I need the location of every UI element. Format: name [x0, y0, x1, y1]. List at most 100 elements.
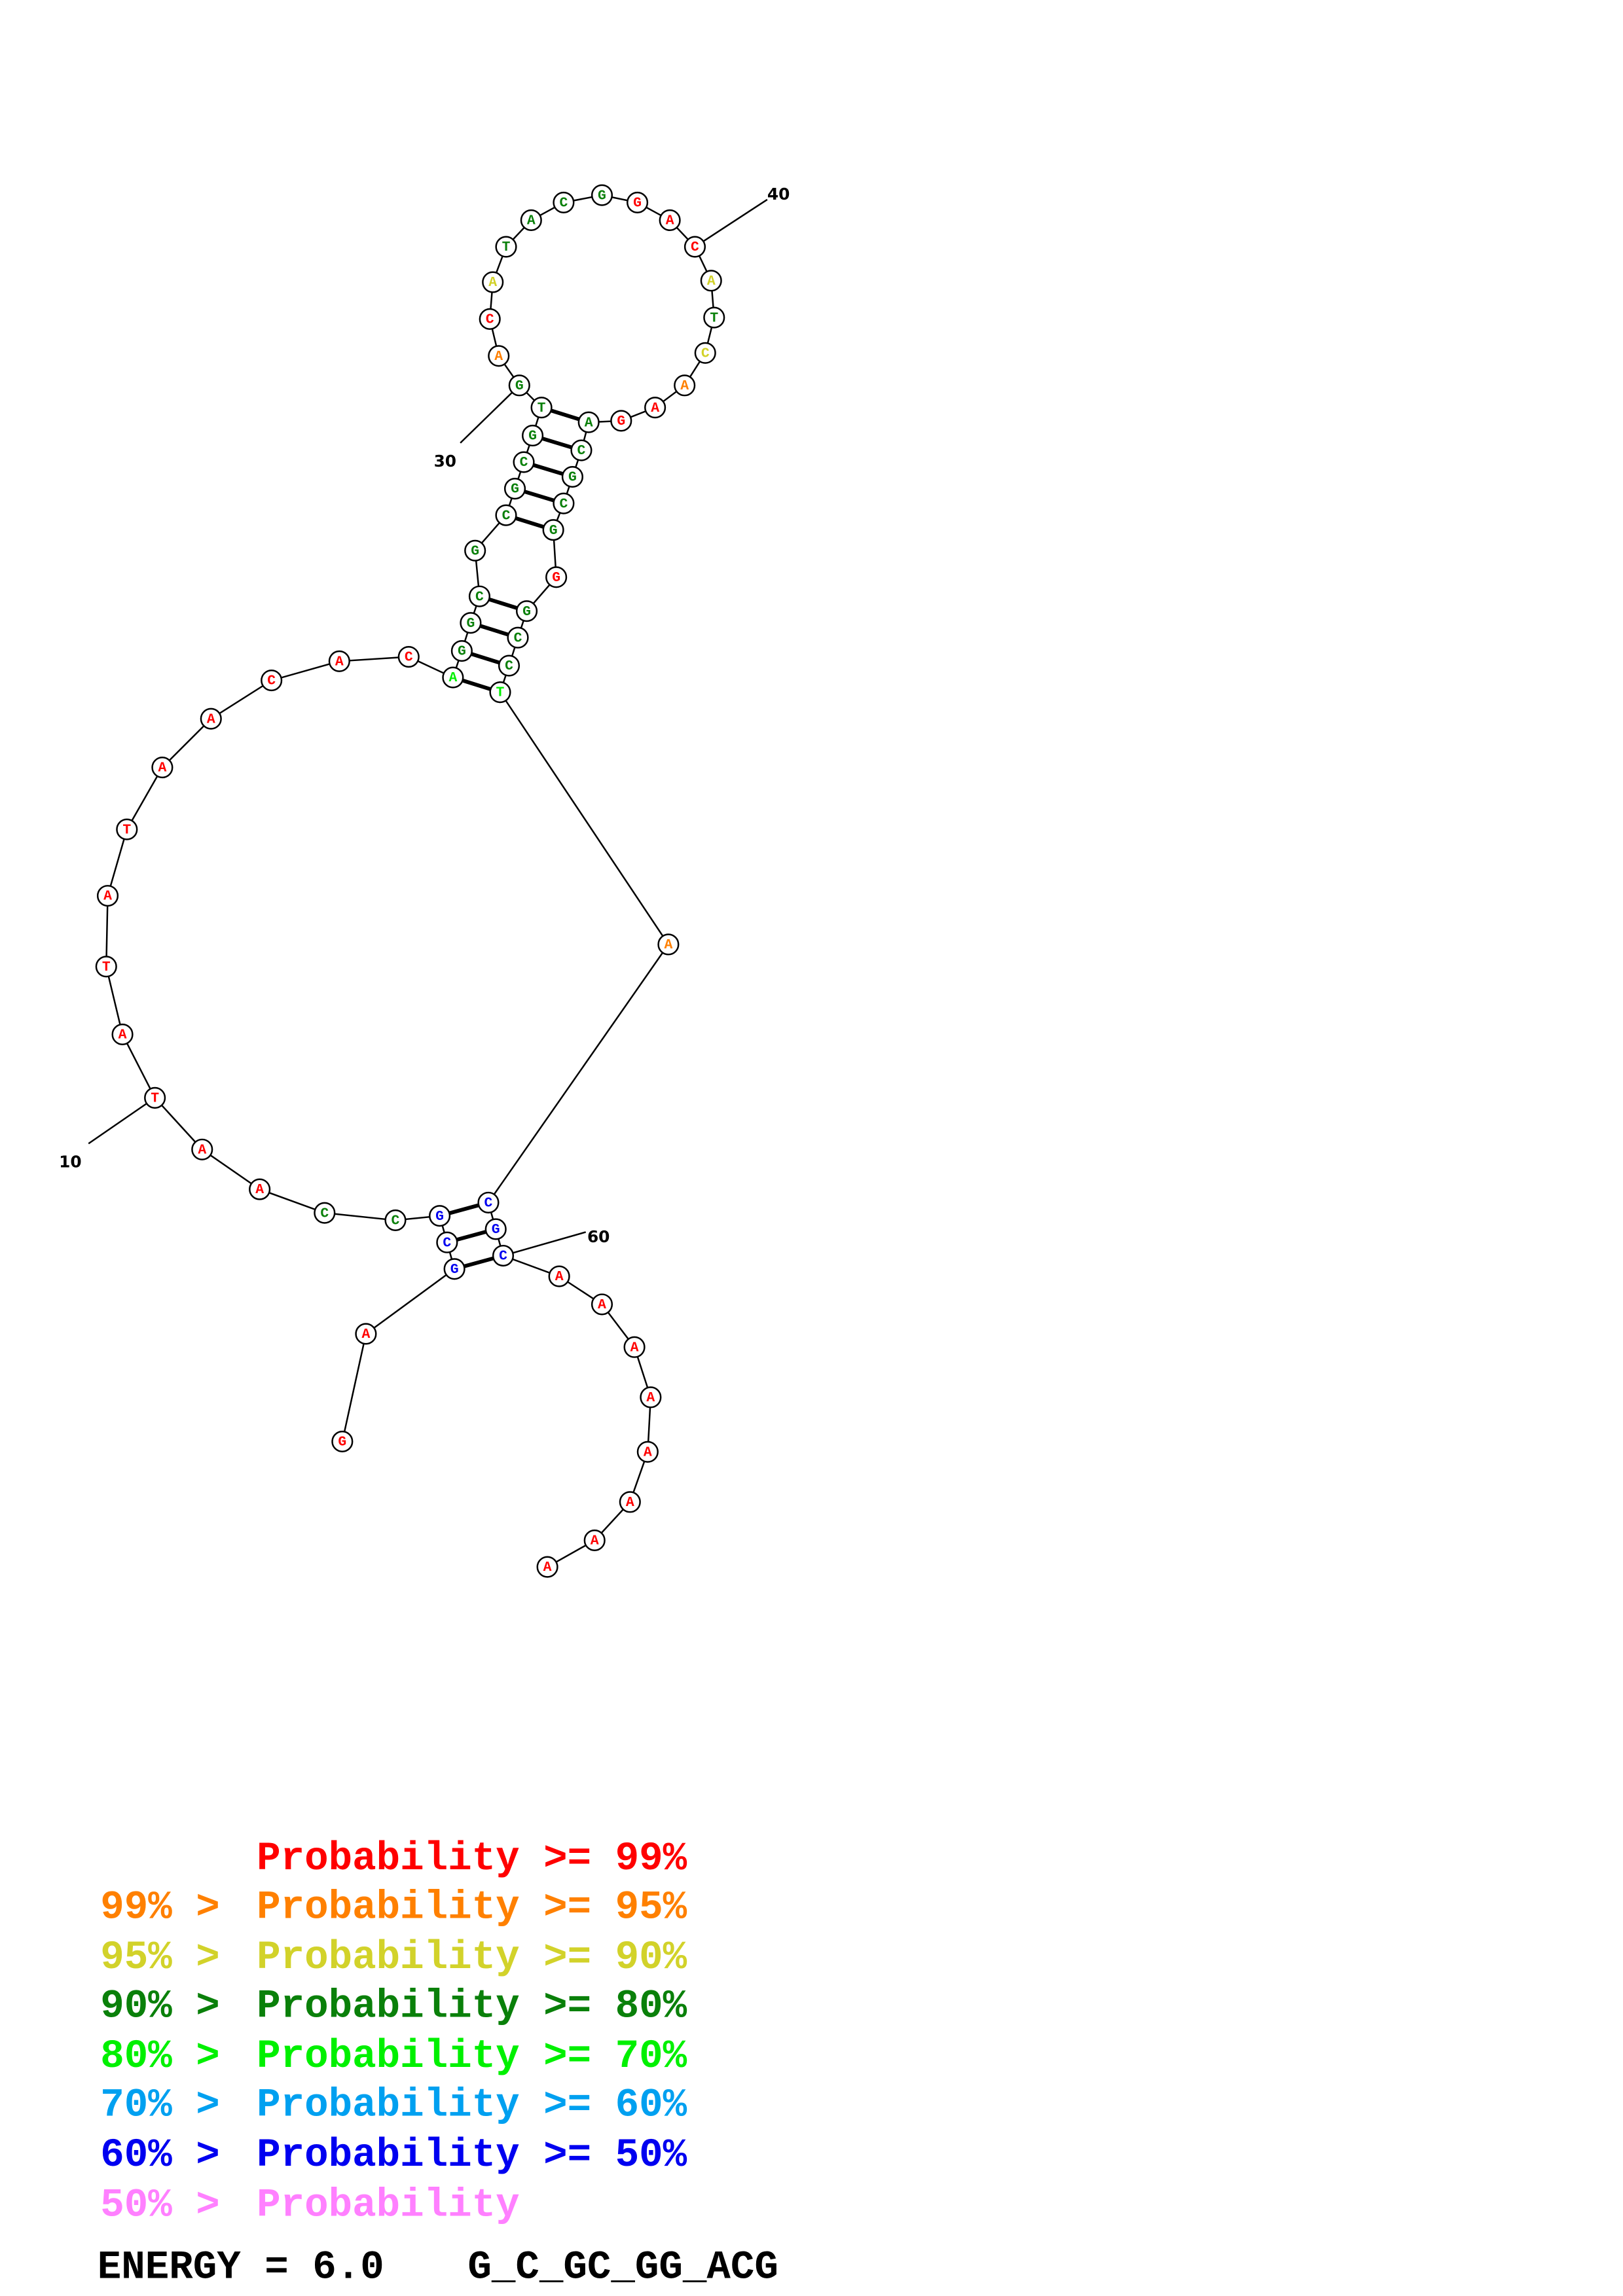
nucleotide: C [261, 670, 283, 692]
nucleotide-circle [627, 191, 649, 213]
nucleotide: A [191, 1138, 213, 1160]
nucleotide-letter: G [552, 570, 560, 586]
nucleotide-letter: C [559, 196, 568, 211]
nucleotide-circle [610, 410, 632, 432]
position-tick-line [503, 1231, 587, 1257]
nucleotide: A [111, 1023, 134, 1046]
nucleotide-circle [479, 308, 501, 331]
position-tick-line [460, 384, 520, 444]
legend-label: Probability >= 70% [257, 2034, 687, 2079]
nucleotide-letter: G [338, 1435, 346, 1450]
nucleotide: C [314, 1202, 336, 1224]
position-label: 30 [434, 452, 457, 471]
nucleotide-circle [591, 1293, 613, 1316]
nucleotide-circle [577, 411, 600, 433]
position-tick-line [694, 198, 768, 248]
nucleotide: A [640, 1386, 662, 1408]
nucleotide-circle [436, 1231, 458, 1253]
legend-row: 50% > Probability [100, 2183, 519, 2229]
nucleotide-letter: G [492, 1222, 500, 1238]
nucleotide-letter: G [568, 470, 577, 486]
legend-label: Probability >= 90% [257, 1935, 687, 1981]
nucleotide-letter: G [522, 604, 531, 620]
nucleotide-circle [443, 1258, 465, 1280]
nucleotide-circle [684, 236, 706, 258]
nucleotide-letter: C [267, 673, 276, 689]
nucleotide-circle [314, 1202, 336, 1224]
nucleotide-circle [657, 933, 680, 956]
nucleotide: G [542, 519, 564, 541]
nucleotide-letter: T [502, 240, 511, 255]
nucleotide: A [151, 756, 173, 779]
nucleotide-circle [477, 1191, 500, 1213]
structure-name: G_C_GC_GG_ACG [467, 2245, 778, 2290]
nucleotide-letter: C [499, 1249, 507, 1265]
nucleotide: A [488, 345, 510, 367]
legend-prefix: 60% > [100, 2133, 244, 2178]
nucleotide: A [96, 885, 119, 907]
position-ticks: 10 30 40 60 [59, 185, 790, 1257]
nucleotide: C [684, 236, 706, 258]
nucleotide-circle [464, 539, 486, 562]
nucleotide-circle [331, 1430, 354, 1453]
nucleotide-circle [495, 504, 517, 526]
legend-prefix: 90% > [100, 1984, 244, 2029]
nucleotide-letter: A [644, 1444, 652, 1460]
nucleotide-letter: A [651, 401, 659, 416]
nucleotide-letter: C [559, 496, 568, 512]
nucleotide-circle [468, 585, 490, 607]
nucleotide-letter: A [119, 1028, 127, 1043]
nucleotide-circle [561, 466, 583, 488]
nucleotide: C [384, 1209, 407, 1231]
nucleotide-circle [151, 756, 173, 779]
nucleotide-letter: T [151, 1091, 159, 1107]
nucleotide: A [636, 1441, 659, 1463]
nucleotide: G [464, 539, 486, 562]
nucleotide-letter: A [527, 213, 536, 229]
nucleotide-circle [542, 519, 564, 541]
nucleotide-circle [495, 236, 517, 258]
nucleotide: C [513, 451, 535, 473]
nucleotide-circle [450, 639, 473, 662]
nucleotide-circle [674, 374, 696, 397]
nucleotide: T [116, 818, 138, 840]
nucleotide-letter: A [103, 889, 112, 905]
legend-prefix [100, 1837, 196, 1882]
nucleotide: T [530, 397, 553, 419]
nucleotide-letter: C [691, 240, 699, 255]
nucleotide-circle [488, 345, 510, 367]
nucleotide-letter: G [435, 1209, 444, 1225]
nucleotide: A [536, 1556, 558, 1578]
nucleotide: G [521, 424, 544, 447]
nucleotide-circle [530, 397, 553, 419]
nucleotide-letter: A [630, 1340, 639, 1355]
legend-label: Probability >= 95% [257, 1885, 687, 1930]
legend-prefix: 70% > [100, 2083, 244, 2128]
nucleotide-circle [583, 1529, 606, 1552]
nucleotide-circle [191, 1138, 213, 1160]
nucleotide-letter: A [543, 1560, 552, 1575]
nucleotide-circle [640, 1386, 662, 1408]
nucleotide: C [477, 1191, 500, 1213]
nucleotide: G [627, 191, 649, 213]
legend-row: 70% > Probability >= 60% [100, 2083, 687, 2128]
nucleotide: A [583, 1529, 606, 1552]
legend-row: 90% > Probability >= 80% [100, 1984, 687, 2029]
nucleotide: G [331, 1430, 354, 1453]
nucleotide-circle [619, 1491, 641, 1513]
legend-label: Probability >= 50% [257, 2133, 687, 2178]
nucleotide-letter: C [577, 443, 586, 459]
nucleotide-letter: A [598, 1297, 606, 1313]
nucleotide-circle [623, 1336, 646, 1358]
legend-row: 99% > Probability >= 95% [100, 1885, 687, 1930]
nucleotide-letter: A [198, 1142, 206, 1158]
nucleotide-letter: G [458, 644, 466, 660]
legend-prefix: 80% > [100, 2034, 244, 2079]
nucleotide: C [694, 342, 716, 364]
nucleotide: G [610, 410, 632, 432]
nucleotide-circle [96, 885, 119, 907]
nucleotide-letter: C [405, 650, 413, 666]
nucleotide-circle [545, 566, 568, 588]
backbone [105, 194, 716, 1568]
